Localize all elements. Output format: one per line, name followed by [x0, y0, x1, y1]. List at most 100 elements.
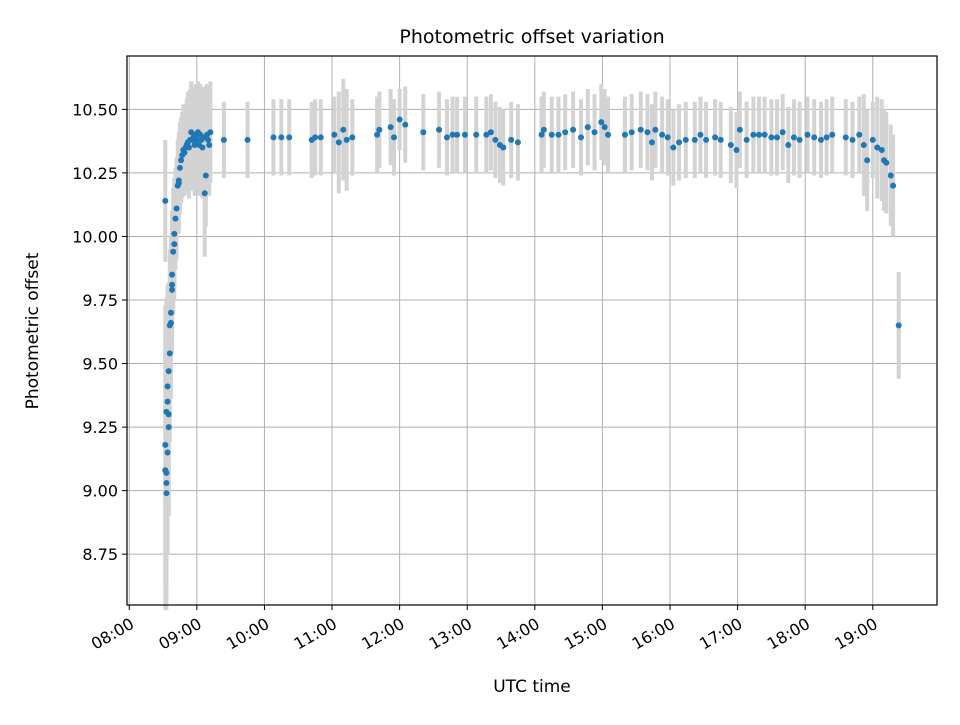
data-point — [570, 126, 577, 133]
data-point — [887, 172, 894, 179]
data-point — [169, 271, 176, 278]
data-point — [733, 147, 740, 154]
data-point — [874, 144, 881, 151]
data-point — [202, 172, 209, 179]
data-point — [162, 197, 169, 204]
data-point — [171, 241, 178, 248]
y-tick-label: 10.25 — [72, 164, 118, 183]
grid — [127, 56, 937, 605]
data-point — [169, 281, 176, 288]
data-point — [890, 182, 897, 189]
data-point — [500, 144, 507, 151]
data-point — [340, 126, 347, 133]
data-point — [483, 131, 490, 138]
data-point — [849, 136, 856, 143]
data-point — [637, 126, 644, 133]
data-point — [750, 131, 757, 138]
data-point — [165, 411, 172, 418]
data-point — [163, 490, 170, 497]
data-point — [796, 136, 803, 143]
data-point — [883, 159, 890, 166]
data-point — [163, 480, 170, 486]
data-point — [804, 131, 811, 138]
data-point — [181, 149, 188, 156]
data-point — [286, 134, 293, 141]
y-tick-label: 9.25 — [82, 418, 118, 437]
y-tick-label: 8.75 — [82, 545, 118, 564]
data-point — [659, 131, 666, 138]
data-point — [538, 131, 545, 138]
data-point — [207, 129, 214, 136]
data-point — [169, 286, 176, 293]
data-point — [697, 131, 704, 138]
y-axis-ticks: 8.75 9.00 9.25 9.50 9.75 10.00 10.25 10.50 — [72, 100, 127, 564]
data-point — [648, 139, 655, 146]
data-point — [374, 131, 381, 138]
data-point — [717, 136, 724, 143]
data-point — [628, 129, 635, 136]
data-point — [402, 121, 409, 128]
data-point — [167, 319, 174, 326]
data-point — [548, 131, 555, 138]
data-point — [331, 131, 338, 138]
data-point — [167, 309, 174, 316]
data-point — [664, 134, 671, 141]
data-point — [178, 157, 185, 164]
data-point — [163, 469, 170, 476]
data-point — [170, 248, 177, 255]
data-point — [164, 449, 171, 456]
data-point — [514, 139, 521, 146]
data-point — [185, 144, 192, 151]
data-point — [856, 131, 863, 138]
data-point — [756, 131, 763, 138]
y-tick-label: 10.00 — [72, 227, 118, 246]
data-point — [199, 144, 206, 151]
data-point — [652, 126, 659, 133]
data-point — [205, 136, 212, 143]
y-tick-label: 10.50 — [72, 100, 118, 119]
data-point — [605, 131, 612, 138]
data-points — [162, 116, 902, 497]
data-point — [420, 129, 427, 136]
data-point — [387, 124, 394, 131]
data-point — [176, 164, 183, 171]
data-point — [454, 131, 461, 138]
y-axis-label: Photometric offset — [23, 252, 43, 409]
data-point — [443, 134, 450, 141]
data-point — [349, 134, 356, 141]
data-point — [166, 350, 173, 357]
data-point — [461, 131, 468, 138]
data-point — [829, 131, 836, 138]
data-point — [175, 180, 182, 187]
data-point — [162, 441, 169, 448]
data-point — [842, 134, 849, 141]
data-point — [785, 141, 792, 148]
data-point — [598, 119, 605, 126]
data-point — [676, 139, 683, 146]
data-point — [278, 134, 285, 141]
data-point — [492, 136, 499, 143]
data-point — [508, 136, 515, 143]
plot-frame — [126, 55, 938, 606]
data-point — [555, 131, 562, 138]
data-point — [779, 129, 786, 136]
data-point — [201, 190, 208, 197]
data-point — [823, 134, 830, 141]
data-point — [191, 141, 198, 148]
data-point — [768, 134, 775, 141]
data-point — [691, 136, 698, 143]
data-point — [727, 141, 734, 148]
data-point — [436, 126, 443, 133]
data-point — [703, 136, 710, 143]
x-axis-label: UTC time — [493, 677, 571, 697]
data-point — [895, 322, 902, 329]
data-point — [584, 124, 591, 131]
data-point — [743, 136, 750, 143]
data-point — [860, 141, 867, 148]
data-point — [376, 126, 383, 133]
data-point — [220, 136, 227, 143]
data-point — [270, 134, 277, 141]
data-point — [473, 131, 480, 138]
data-point — [621, 131, 628, 138]
